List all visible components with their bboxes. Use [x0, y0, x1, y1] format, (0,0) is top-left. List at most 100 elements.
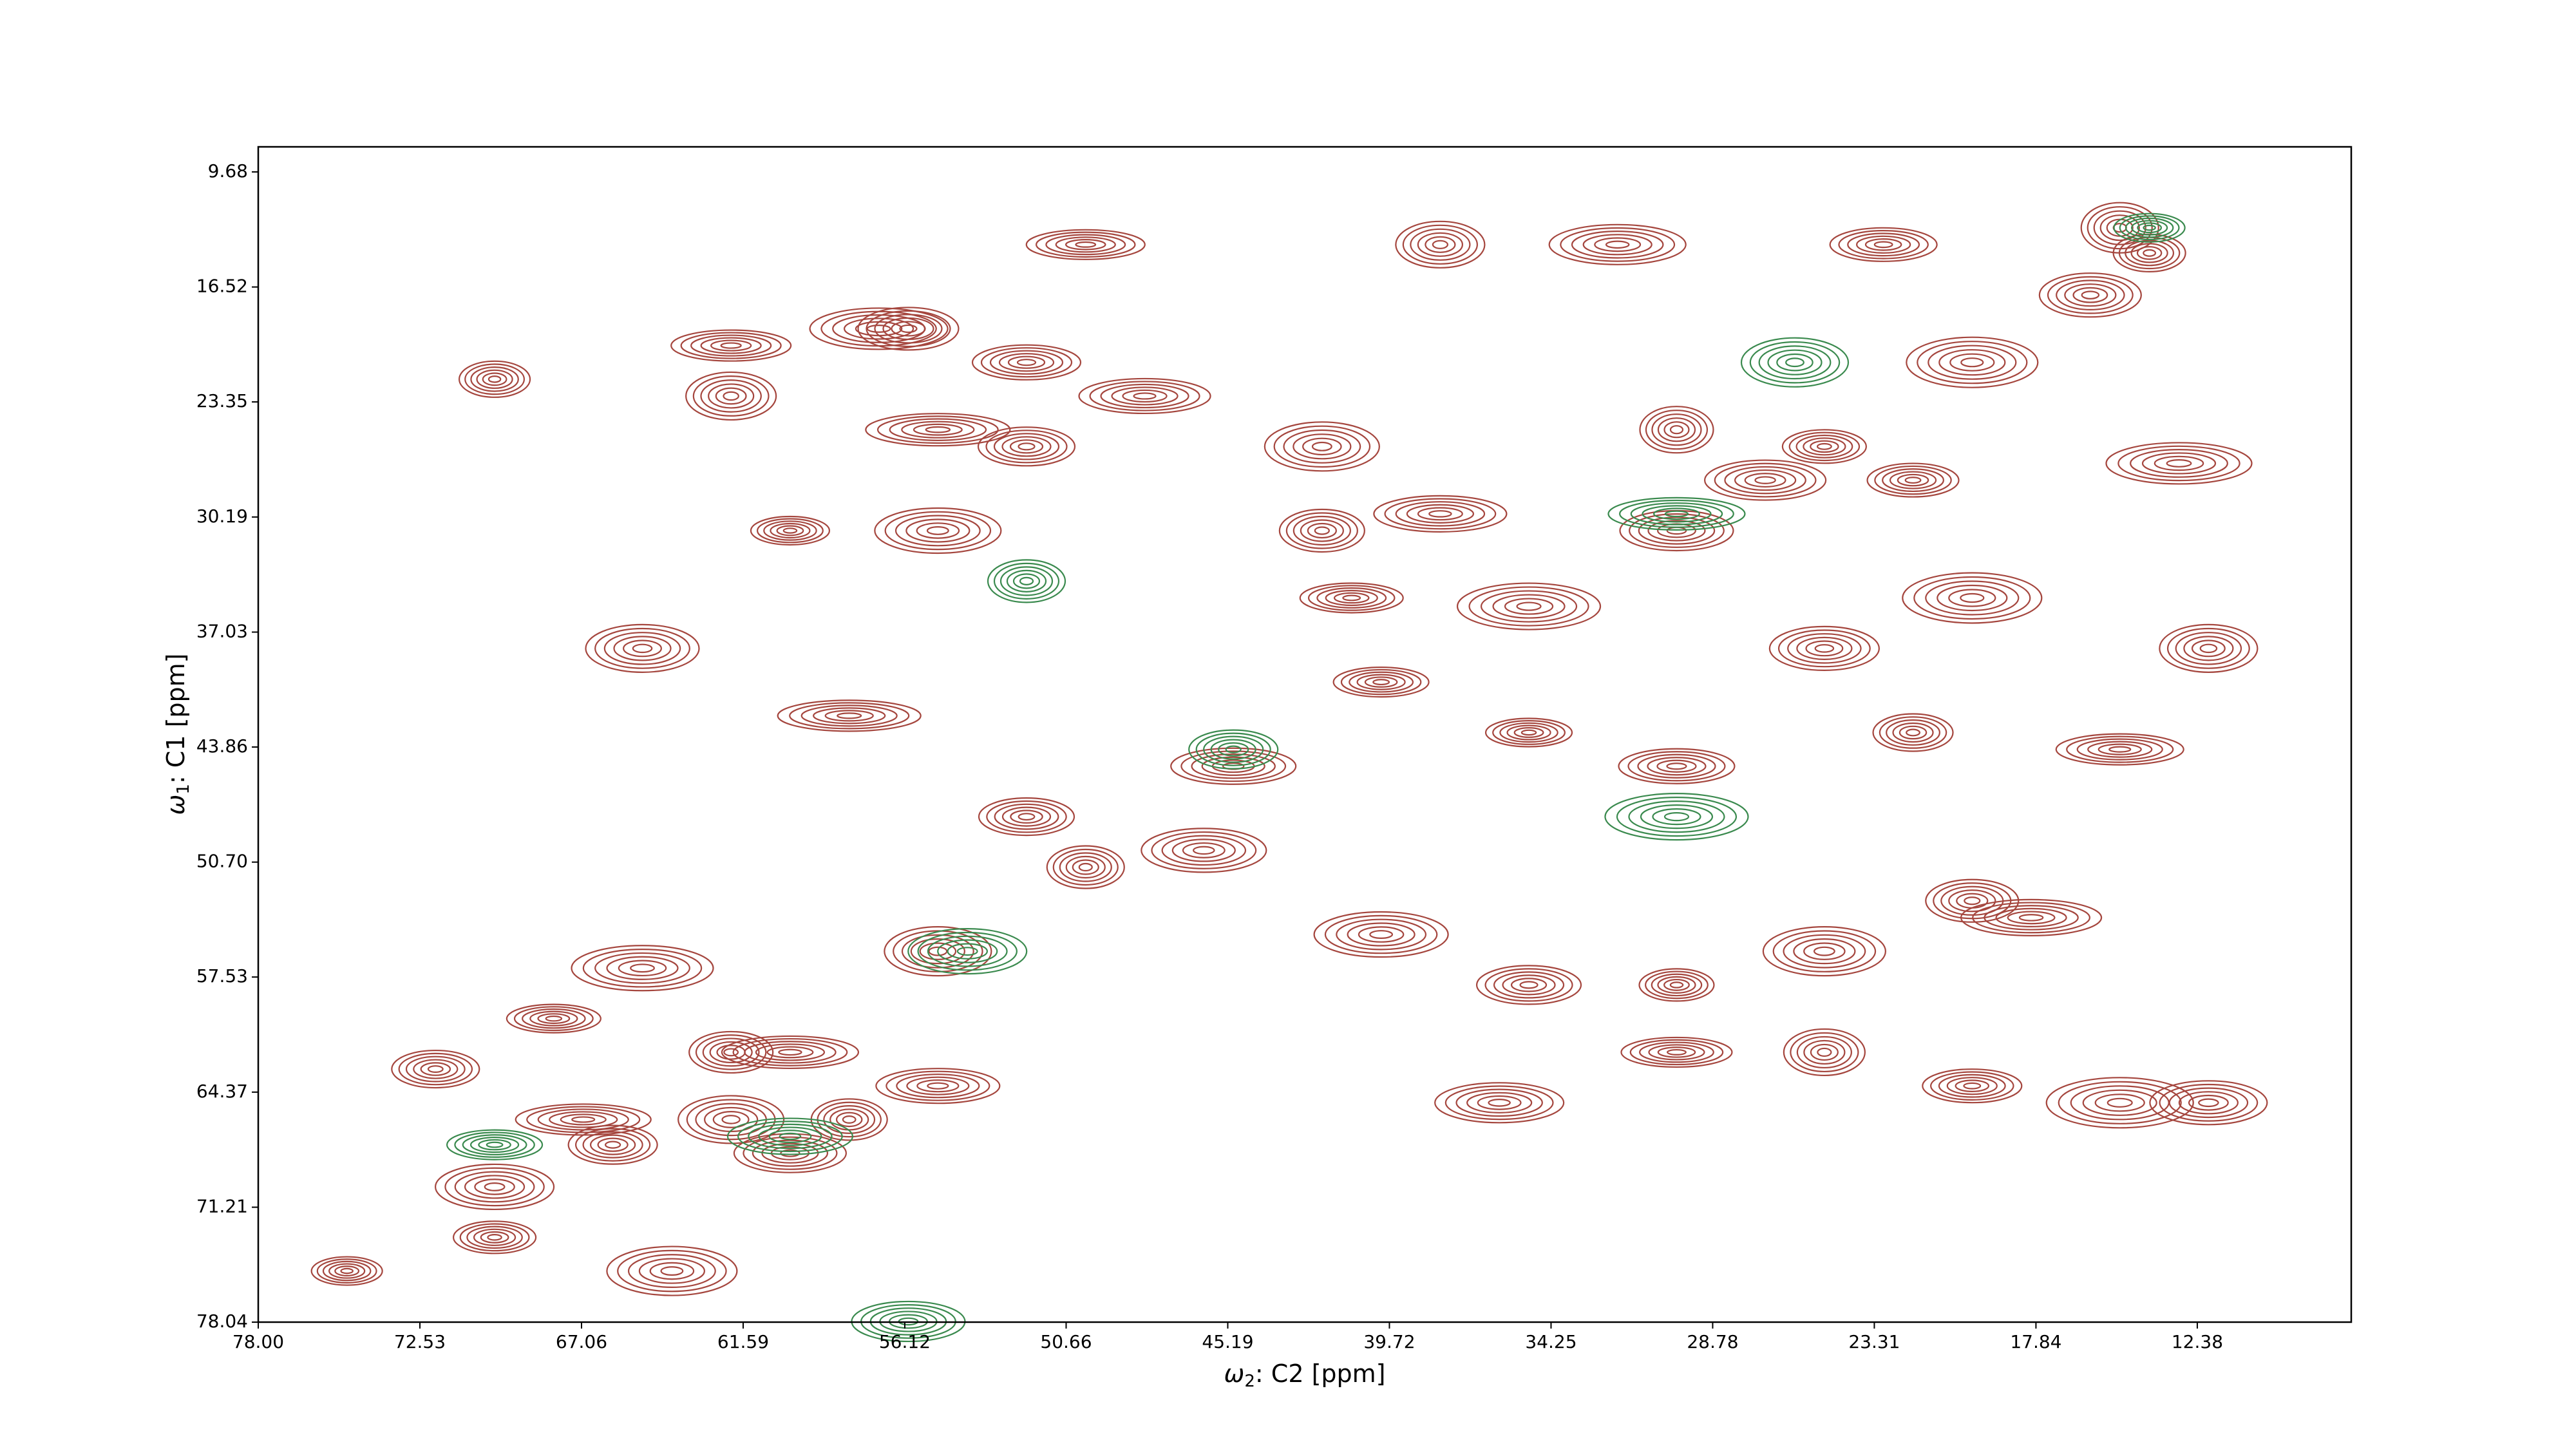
contour-level: [1560, 227, 1676, 262]
contour-level: [1193, 846, 1215, 855]
contour-level: [1664, 510, 1689, 518]
contour-level: [1657, 417, 1696, 442]
peak: [1604, 793, 1749, 841]
contour-level: [464, 1175, 526, 1199]
contour-level: [913, 423, 963, 436]
contour-level: [2108, 746, 2132, 753]
contour-level: [743, 1136, 838, 1170]
contour-level: [1475, 965, 1582, 1005]
contour-level: [1332, 667, 1430, 698]
x-sub: 2: [1244, 1372, 1255, 1391]
contour-level: [482, 372, 507, 386]
contour-level: [2098, 743, 2142, 755]
y-tick-label: 9.68: [208, 160, 248, 182]
contour-level: [1417, 507, 1463, 521]
contour-level: [1052, 848, 1119, 886]
peak: [1188, 729, 1279, 770]
contour-level: [488, 375, 502, 383]
contour-level: [1455, 1088, 1543, 1117]
peak: [857, 307, 960, 351]
peak: [567, 1124, 658, 1165]
contour-level: [776, 525, 804, 536]
contour-level: [413, 1059, 459, 1079]
contour-level: [1347, 922, 1416, 947]
contour-level: [779, 1132, 802, 1141]
contour-level: [896, 1074, 980, 1099]
contour-level: [884, 511, 992, 551]
contour-level: [606, 956, 679, 980]
contour-level: [1493, 971, 1565, 999]
contour-level: [1356, 674, 1406, 690]
contour-level: [328, 1263, 366, 1279]
contour-level: [1805, 640, 1844, 657]
contour-level: [571, 1116, 596, 1123]
contour-level: [789, 702, 910, 730]
x-symbol: ω: [1224, 1359, 1245, 1388]
contour-level: [1293, 433, 1352, 460]
peak: [1607, 497, 1746, 531]
contour-level: [2072, 287, 2108, 303]
contour-level: [1432, 240, 1448, 249]
contour-level: [809, 307, 949, 350]
contour-level: [2082, 1089, 2157, 1116]
contour-level: [1065, 855, 1106, 879]
peak: [907, 928, 1028, 975]
contour-level: [1402, 224, 1478, 265]
contour-level: [322, 1260, 372, 1282]
contour-level: [1847, 232, 1920, 257]
peak: [506, 1003, 601, 1034]
peak: [1078, 377, 1211, 415]
contour-level: [1307, 522, 1337, 539]
contour-level: [1949, 353, 1995, 372]
contour-level: [1300, 519, 1344, 542]
contour-level: [874, 314, 943, 344]
contour-level: [1618, 748, 1736, 784]
peak: [571, 945, 714, 992]
x-tick-label: 12.38: [2172, 1331, 2223, 1352]
contour-level: [1948, 889, 1996, 913]
contour-level: [1019, 576, 1034, 585]
contour-level: [1652, 808, 1701, 826]
peak: [1704, 459, 1827, 501]
contour-level: [1012, 573, 1041, 589]
contour-level: [473, 1228, 516, 1246]
contour-level: [1492, 594, 1566, 619]
peak: [1373, 495, 1508, 533]
contour-level: [993, 562, 1060, 600]
peak: [1475, 965, 1582, 1005]
contour-level: [2094, 1094, 2145, 1112]
y-tick-label: 57.53: [196, 965, 248, 987]
peak: [1620, 1036, 1733, 1068]
contour-level: [670, 329, 792, 362]
contour-level: [630, 963, 655, 973]
y-axis-label: ω1: C1 [ppm]: [162, 654, 193, 815]
contour-level: [766, 1046, 814, 1059]
contour-level: [1984, 905, 2079, 931]
contour-level: [478, 1139, 511, 1151]
contour-level: [1882, 468, 1944, 493]
contour-level: [515, 1103, 652, 1136]
contour-level: [1642, 505, 1712, 523]
peak: [688, 1030, 774, 1074]
contour-level: [1892, 722, 1934, 743]
contour-level: [978, 797, 1075, 837]
peak: [310, 1256, 383, 1286]
contour-level: [777, 699, 922, 732]
peak: [1332, 667, 1430, 698]
contour-level: [1499, 722, 1558, 743]
contour-level: [1629, 1039, 1724, 1066]
contour-level: [1785, 357, 1804, 368]
contour-level: [2143, 224, 2156, 231]
contour-level: [522, 1008, 586, 1029]
contour-level: [937, 939, 998, 963]
y-tick-label: 23.35: [196, 390, 248, 412]
contour-level: [1638, 968, 1715, 1002]
contour-level: [1874, 465, 1952, 495]
contour-level: [980, 347, 1073, 378]
contour-level: [1762, 926, 1886, 977]
contour-level: [1714, 462, 1817, 498]
peak: [1639, 406, 1714, 454]
plot-area: [310, 202, 2268, 1343]
